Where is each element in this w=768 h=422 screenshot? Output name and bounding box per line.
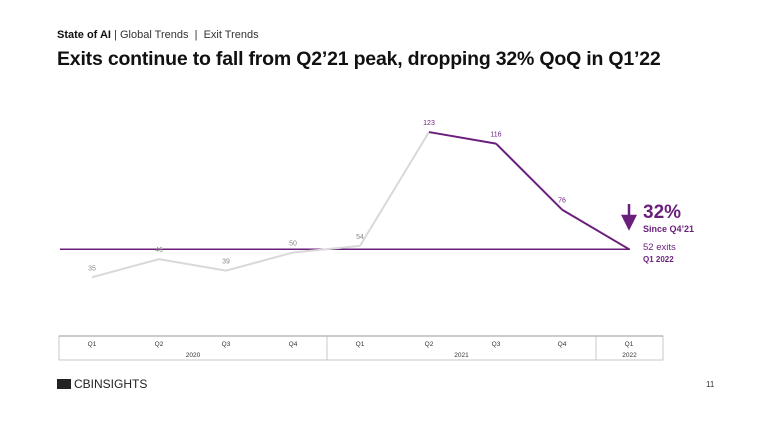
x-tick-label: Q1 bbox=[625, 341, 634, 348]
page-title: Exits continue to fall from Q2’21 peak, … bbox=[57, 48, 661, 70]
x-tick-label: Q1 bbox=[88, 341, 97, 348]
callout-percent: 32% bbox=[643, 202, 682, 223]
line-segment bbox=[292, 244, 361, 254]
data-label: 39 bbox=[222, 259, 230, 266]
callout-period: Q1 2022 bbox=[643, 255, 674, 264]
x-tick-label: Q3 bbox=[492, 341, 501, 348]
year-label: 2022 bbox=[622, 352, 637, 359]
breadcrumb: State of AI | Global Trends | Exit Trend… bbox=[57, 29, 259, 41]
cbinsights-logo: CBINSIGHTS bbox=[57, 377, 147, 391]
callout-since: Since Q4’21 bbox=[643, 224, 695, 234]
line-segment bbox=[561, 208, 630, 251]
data-label: 76 bbox=[558, 198, 566, 205]
line-segment bbox=[225, 251, 294, 272]
x-tick-label: Q3 bbox=[222, 341, 231, 348]
data-label: 123 bbox=[423, 120, 435, 127]
x-tick-label: Q4 bbox=[289, 341, 298, 348]
callout-exits: 52 exits bbox=[643, 242, 676, 253]
line-segment bbox=[495, 142, 563, 211]
line-segment bbox=[428, 131, 497, 145]
x-tick-label: Q4 bbox=[558, 341, 567, 348]
data-label: 50 bbox=[289, 241, 297, 248]
year-label: 2020 bbox=[186, 352, 201, 359]
breadcrumb-exit-trends: Exit Trends bbox=[203, 29, 259, 41]
x-tick-label: Q1 bbox=[356, 341, 365, 348]
year-label: 2021 bbox=[454, 352, 469, 359]
line-segment bbox=[359, 131, 430, 247]
data-label: 54 bbox=[356, 234, 364, 241]
data-label: 116 bbox=[490, 132, 501, 139]
breadcrumb-global-trends: Global Trends bbox=[119, 29, 189, 41]
x-tick-label: Q2 bbox=[425, 341, 434, 348]
line-segment bbox=[158, 258, 227, 272]
data-label: 46 bbox=[155, 247, 163, 254]
line-segment bbox=[91, 258, 160, 279]
page-number: 11 bbox=[706, 380, 715, 389]
x-axis-frame bbox=[58, 335, 664, 361]
data-label: 35 bbox=[88, 265, 96, 272]
x-tick-label: Q2 bbox=[155, 341, 164, 348]
breadcrumb-section: State of AI bbox=[57, 29, 111, 41]
